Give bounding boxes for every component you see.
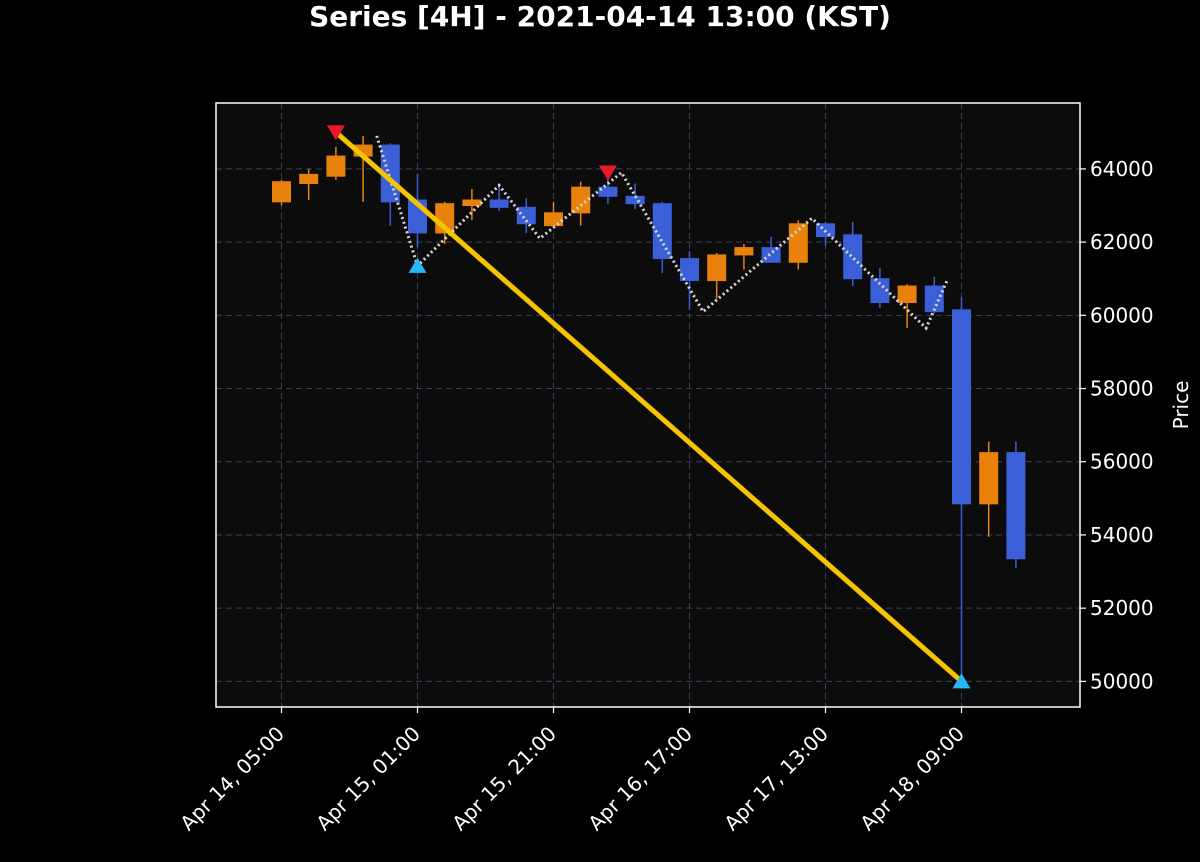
candle (924, 276, 944, 314)
chart-title: Series [4H] - 2021-04-14 13:00 (KST) (309, 0, 891, 33)
y-tick-label: 50000 (1090, 669, 1154, 693)
candle-body (680, 258, 699, 282)
candle-body (489, 199, 509, 208)
candle-body (788, 223, 808, 263)
candle (516, 198, 536, 233)
trough-marker (408, 257, 427, 273)
candle-body (272, 181, 291, 203)
trend-line (333, 129, 964, 684)
candle-body (544, 212, 563, 227)
candle-body (707, 254, 727, 282)
candle-body (571, 186, 591, 214)
candle (952, 297, 971, 682)
y-tick-label: 52000 (1090, 596, 1154, 620)
candle-body (952, 309, 971, 505)
candle (843, 221, 863, 287)
y-tick-label: 56000 (1090, 450, 1154, 474)
candle (734, 243, 754, 270)
y-axis: 50000 52000 54000 56000 58000 60000 62000 64000 (1080, 157, 1154, 693)
peak-marker (598, 165, 617, 181)
plot-frame (215, 102, 1081, 708)
y-tick-label: 54000 (1090, 523, 1154, 547)
candle (870, 267, 890, 308)
x-tick-label: Apr 16, 17:00 (583, 722, 697, 836)
candle (1006, 441, 1026, 568)
x-tick-label: Apr 17, 13:00 (719, 722, 833, 836)
candle (707, 253, 727, 299)
candle (380, 143, 400, 226)
candle (598, 176, 618, 204)
y-tick-label: 58000 (1090, 377, 1154, 401)
candle (272, 179, 291, 206)
x-axis: Apr 14, 05:00 Apr 15, 01:00 Apr 15, 21:00 A… (175, 707, 969, 835)
candle (897, 284, 917, 329)
candle-body (299, 173, 319, 185)
candle-body (979, 452, 999, 505)
candle (680, 251, 699, 310)
candle-body (652, 203, 672, 260)
candles (272, 135, 1026, 682)
candle-body (843, 234, 863, 280)
candle (326, 146, 346, 180)
y-tick-label: 62000 (1090, 230, 1154, 254)
trend-layer (333, 129, 964, 684)
candle (299, 168, 319, 201)
candle-body (1006, 452, 1026, 560)
markers (326, 125, 971, 689)
candle (788, 220, 808, 270)
x-tick-label: Apr 15, 01:00 (311, 722, 425, 836)
x-tick-label: Apr 15, 21:00 (447, 722, 561, 836)
y-tick-label: 60000 (1090, 303, 1154, 327)
trough-marker (952, 673, 971, 689)
candle (489, 183, 509, 211)
x-tick-label: Apr 14, 05:00 (175, 722, 289, 836)
y-tick-label: 64000 (1090, 157, 1154, 181)
y-axis-label: Price (1169, 381, 1193, 430)
grid-lines (216, 103, 1080, 707)
candle-body (734, 247, 754, 256)
candle (652, 201, 672, 274)
x-tick-label: Apr 18, 09:00 (855, 722, 969, 836)
candle (979, 441, 999, 537)
candle-body (462, 199, 482, 206)
peak-marker (326, 125, 345, 141)
candle-body (326, 155, 346, 177)
candle-body (897, 285, 917, 304)
candle-body (598, 186, 618, 197)
candle-body (924, 285, 944, 313)
candle-body (516, 206, 536, 225)
candle-body (870, 278, 890, 304)
